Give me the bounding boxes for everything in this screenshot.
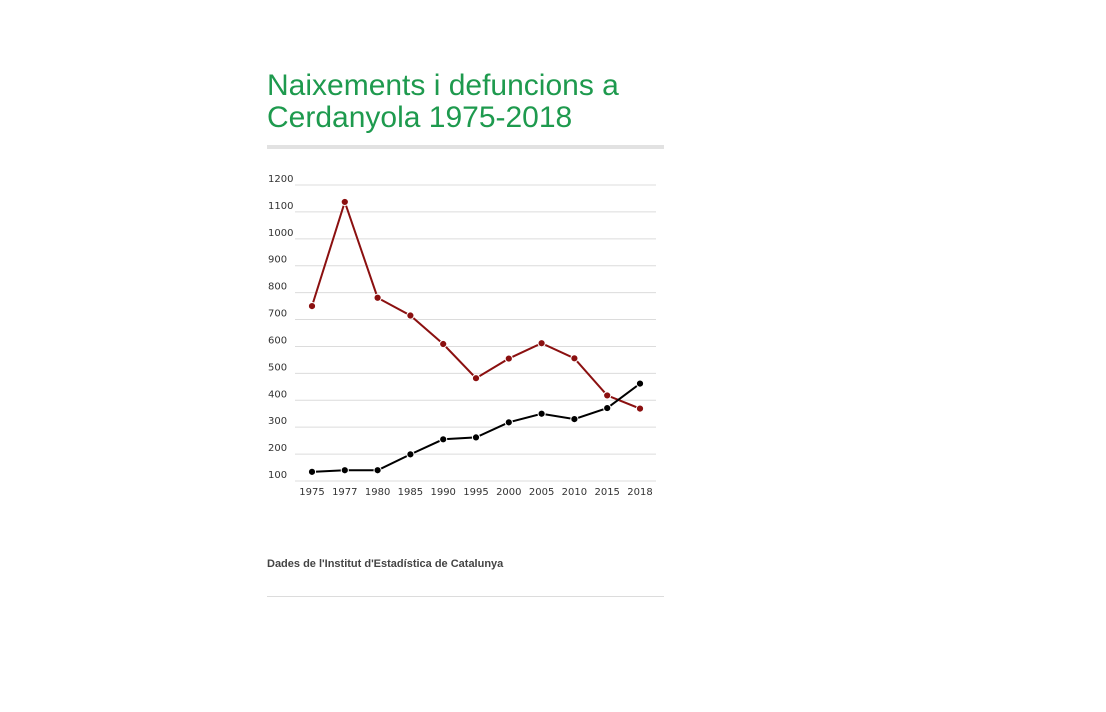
bottom-divider: [267, 596, 664, 597]
y-tick-label-1100: 1100: [268, 201, 293, 212]
y-tick-label-800: 800: [268, 282, 287, 293]
data-point-defuncions-1977: [340, 466, 349, 475]
x-tick-label-1980: 1980: [365, 487, 390, 498]
x-tick-label-1985: 1985: [398, 487, 423, 498]
line-chart: 100 200 300 400 500 600 700 800 900 1000 1100 1200 1…: [268, 174, 656, 531]
y-tick-label-700: 700: [268, 309, 287, 320]
data-point-naixements-1980: [373, 293, 382, 302]
x-tick-label-1995: 1995: [463, 487, 488, 498]
data-point-naixements-1995: [471, 374, 481, 383]
chart-title-line2: Cerdanyola 1975-2018: [267, 101, 573, 134]
data-point-naixements-2000: [504, 354, 513, 363]
data-point-defuncions-2010: [570, 415, 579, 424]
x-tick-label-1990: 1990: [430, 487, 455, 498]
data-point-defuncions-1995: [471, 433, 481, 442]
x-tick-label-1975: 1975: [299, 487, 324, 498]
y-tick-label-300: 300: [268, 416, 287, 427]
data-point-naixements-1990: [439, 339, 448, 349]
data-point-defuncions-2000: [504, 418, 513, 427]
chart-title: Naixements i defuncions a Cerdanyola 197…: [267, 70, 664, 134]
data-point-defuncions-1975: [307, 467, 317, 476]
chart-card: Naixements i defuncions a Cerdanyola 197…: [267, 70, 664, 597]
x-tick-label-2018: 2018: [627, 487, 652, 498]
chart-area: 100 200 300 400 500 600 700 800 900 1000 1100 1200 1…: [267, 170, 664, 531]
data-point-naixements-1977: [340, 197, 349, 207]
data-point-defuncions-1990: [439, 435, 448, 444]
x-tick-label-2000: 2000: [496, 487, 521, 498]
data-point-naixements-2015: [603, 391, 612, 400]
data-point-naixements-2010: [570, 354, 579, 363]
y-tick-label-500: 500: [268, 362, 287, 373]
data-point-defuncions-1980: [373, 466, 382, 475]
y-tick-label-1000: 1000: [268, 228, 293, 239]
y-tick-label-100: 100: [268, 470, 287, 481]
data-point-naixements-2005: [537, 339, 546, 348]
data-point-defuncions-1985: [406, 450, 415, 459]
data-point-defuncions-2005: [537, 409, 546, 418]
data-point-naixements-1975: [307, 301, 317, 311]
y-tick-label-200: 200: [268, 443, 287, 454]
data-point-naixements-2018: [635, 404, 645, 413]
x-tick-label-1977: 1977: [332, 487, 357, 498]
title-divider: [267, 145, 664, 149]
source-note: Dades de l'Institut d'Estadística de Cat…: [267, 558, 504, 570]
data-point-defuncions-2015: [603, 403, 612, 413]
y-tick-label-1200: 1200: [268, 174, 293, 185]
x-tick-label-2015: 2015: [594, 487, 619, 498]
chart-title-line1: Naixements i defuncions a: [267, 69, 619, 102]
x-tick-label-2010: 2010: [562, 487, 587, 498]
data-point-naixements-1985: [406, 311, 415, 320]
y-tick-label-400: 400: [268, 389, 287, 400]
data-point-defuncions-2018: [635, 379, 645, 388]
y-tick-label-900: 900: [268, 255, 287, 266]
series-line-defuncions: [311, 382, 641, 473]
x-tick-label-2005: 2005: [529, 487, 554, 498]
y-tick-label-600: 600: [268, 335, 287, 346]
